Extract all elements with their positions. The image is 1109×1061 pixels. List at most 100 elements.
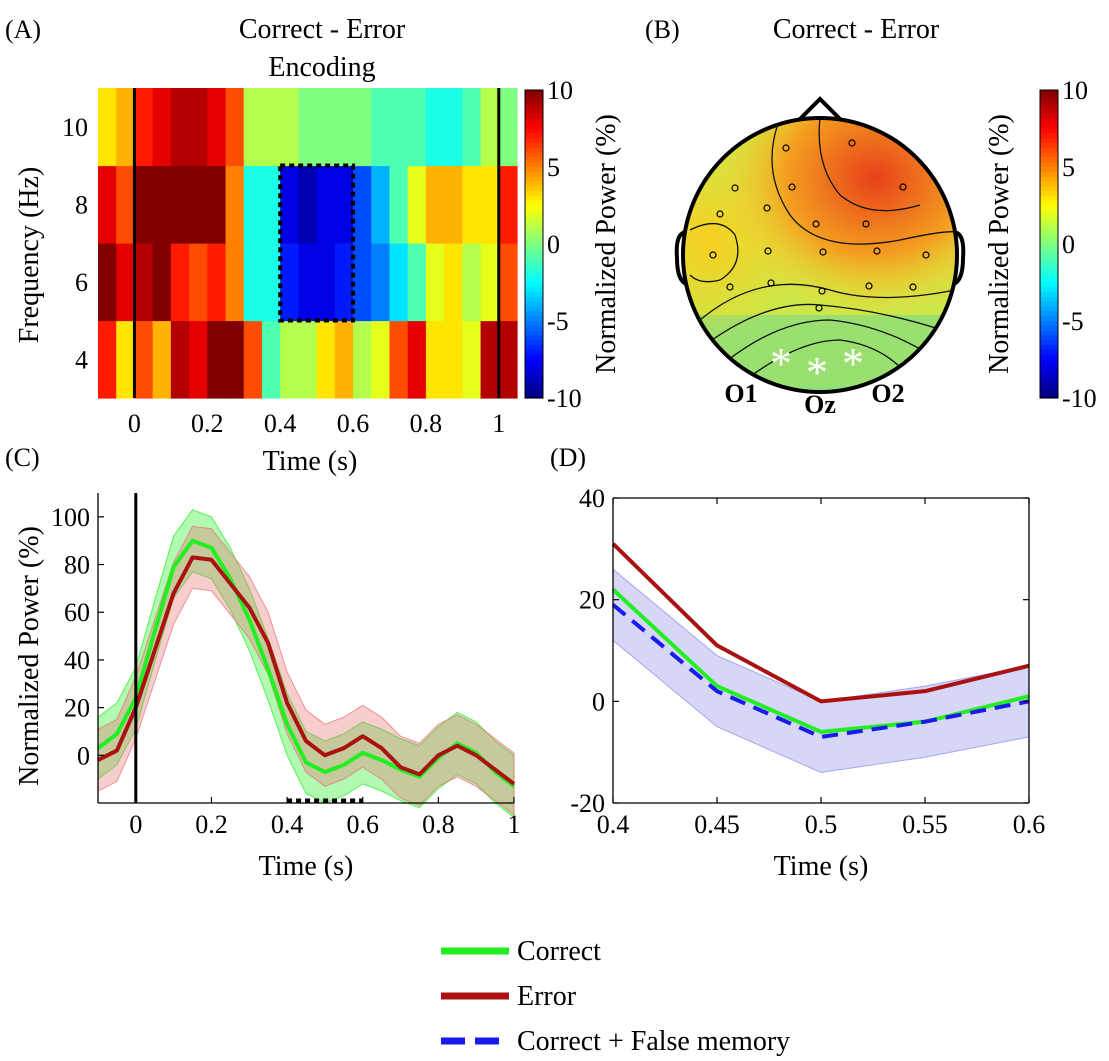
colorbar-segment [1040,378,1058,385]
colorbar-segment [525,229,543,235]
panel-a-subtitle: Encoding [268,52,375,83]
y-tick-label: 20 [64,694,90,723]
colorbar-tick-label: 5 [547,153,560,182]
colorbar-segment [525,167,543,173]
electrode-dot [922,251,930,259]
colorbar-segment [525,244,543,250]
colorbar-segment [525,133,543,139]
colorbar-segment [525,345,543,351]
legend-label: Correct [517,936,601,967]
colorbar-segment [1040,191,1058,197]
electrode-dot [782,144,790,152]
colorbar-label: Normalized Power (%) [984,114,1015,374]
colorbar-segment [525,128,543,134]
electrode-dot [899,183,907,191]
heatmap-cell [170,320,190,399]
colorbar-segment [525,215,543,221]
heatmap-cell [98,165,117,244]
heatmap-cell [462,88,482,167]
colorbar-segment [1040,167,1058,173]
electrode-dot [819,248,827,256]
panel-c-label: (C) [5,443,40,472]
panel-c-line-chart: 0 0.2 0.4 0.6 0.8 1 0 20 40 60 80 100 Time (s) Normal… [14,493,521,882]
x-tick-label: 0 [128,409,141,438]
colorbar-segment [525,287,543,293]
colorbar-segment [1040,330,1058,337]
colorbar-segment [525,369,543,375]
colorbar-segment [1040,215,1058,221]
colorbar-segment [525,123,543,130]
heatmap-cell [353,88,372,167]
electrode-dot [767,279,775,287]
heatmap-cell [98,320,117,399]
heatmap-cell [225,320,245,399]
panel-a-label: (A) [5,15,41,44]
colorbar-segment [1040,195,1058,202]
asterisk-marker: * [842,339,864,388]
colorbar-segment [525,94,543,101]
colorbar-segment [1040,311,1058,317]
electrode-markers [709,139,930,312]
heatmap-cell [261,320,281,399]
colorbar-segment [525,296,543,303]
electrode-dot [812,220,820,228]
x-tick-label: 0.4 [271,810,304,839]
y-tick-label: 100 [51,503,90,532]
colorbar-segment [525,118,543,125]
heatmap-cell [407,88,427,167]
colorbar-tick-label: -5 [1062,307,1084,336]
colorbar-segment [525,272,543,279]
colorbar-segment [525,301,543,308]
colorbar-segment [1040,306,1058,312]
colorbar-segment [525,359,543,365]
head-outline [681,116,959,394]
y-tick-label: 8 [75,190,88,219]
heatmap-cell [116,165,136,244]
colorbar-segment [1040,296,1058,303]
heatmap-cell [225,88,245,167]
electrode-dot [716,210,724,218]
y-tick-label: -20 [570,789,605,818]
heatmap-cell [371,320,391,399]
colorbar-segment [525,373,543,380]
colorbar-segment [525,195,543,202]
colorbar-segment [1040,316,1058,322]
heatmap-cell [298,88,318,167]
colorbar-segment [1040,186,1058,192]
colorbar-segment [1040,205,1058,211]
heatmap-cell [498,243,518,322]
heatmap-cell [480,88,500,167]
colorbar-segment [1040,268,1058,274]
colorbar-segment [525,378,543,385]
x-tick-label: 0.45 [694,810,740,839]
x-tick-label: 0.4 [264,409,297,438]
heatmap-cell [243,320,263,399]
heatmap-cell [444,320,463,399]
heatmap-cell [116,243,136,322]
colorbar-segment [1040,142,1058,149]
colorbar-segment [1040,90,1058,96]
heatmap-cell [207,165,227,244]
heatmap-cell [298,243,318,322]
heatmap-cell [389,165,409,244]
colorbar-segment [1040,118,1058,125]
electrode-dot [726,283,734,291]
heatmap-cell [261,88,281,167]
heatmap-cell [407,243,427,322]
panel-d-label: (D) [550,443,586,472]
colorbar-segment [525,354,543,361]
electrode-dot [818,287,826,295]
heatmap-cell [189,243,208,322]
colorbar-tick-label: 10 [547,76,573,105]
colorbar-segment [1040,301,1058,308]
heatmap-cell [316,88,336,167]
panel-a-heatmap: 0 0.2 0.4 0.6 0.8 1 4 6 8 10 Time (s) Frequency (Hz… [14,88,518,477]
colorbar-segment [1040,171,1058,178]
colorbar-segment [525,388,543,394]
y-tick-label: 60 [64,598,90,627]
colorbar-segment [1040,359,1058,365]
colorbar-tick-label: -10 [547,384,582,413]
colorbar-segment [525,219,543,226]
colorbar-segment [525,330,543,337]
electrode-dot [873,247,881,255]
